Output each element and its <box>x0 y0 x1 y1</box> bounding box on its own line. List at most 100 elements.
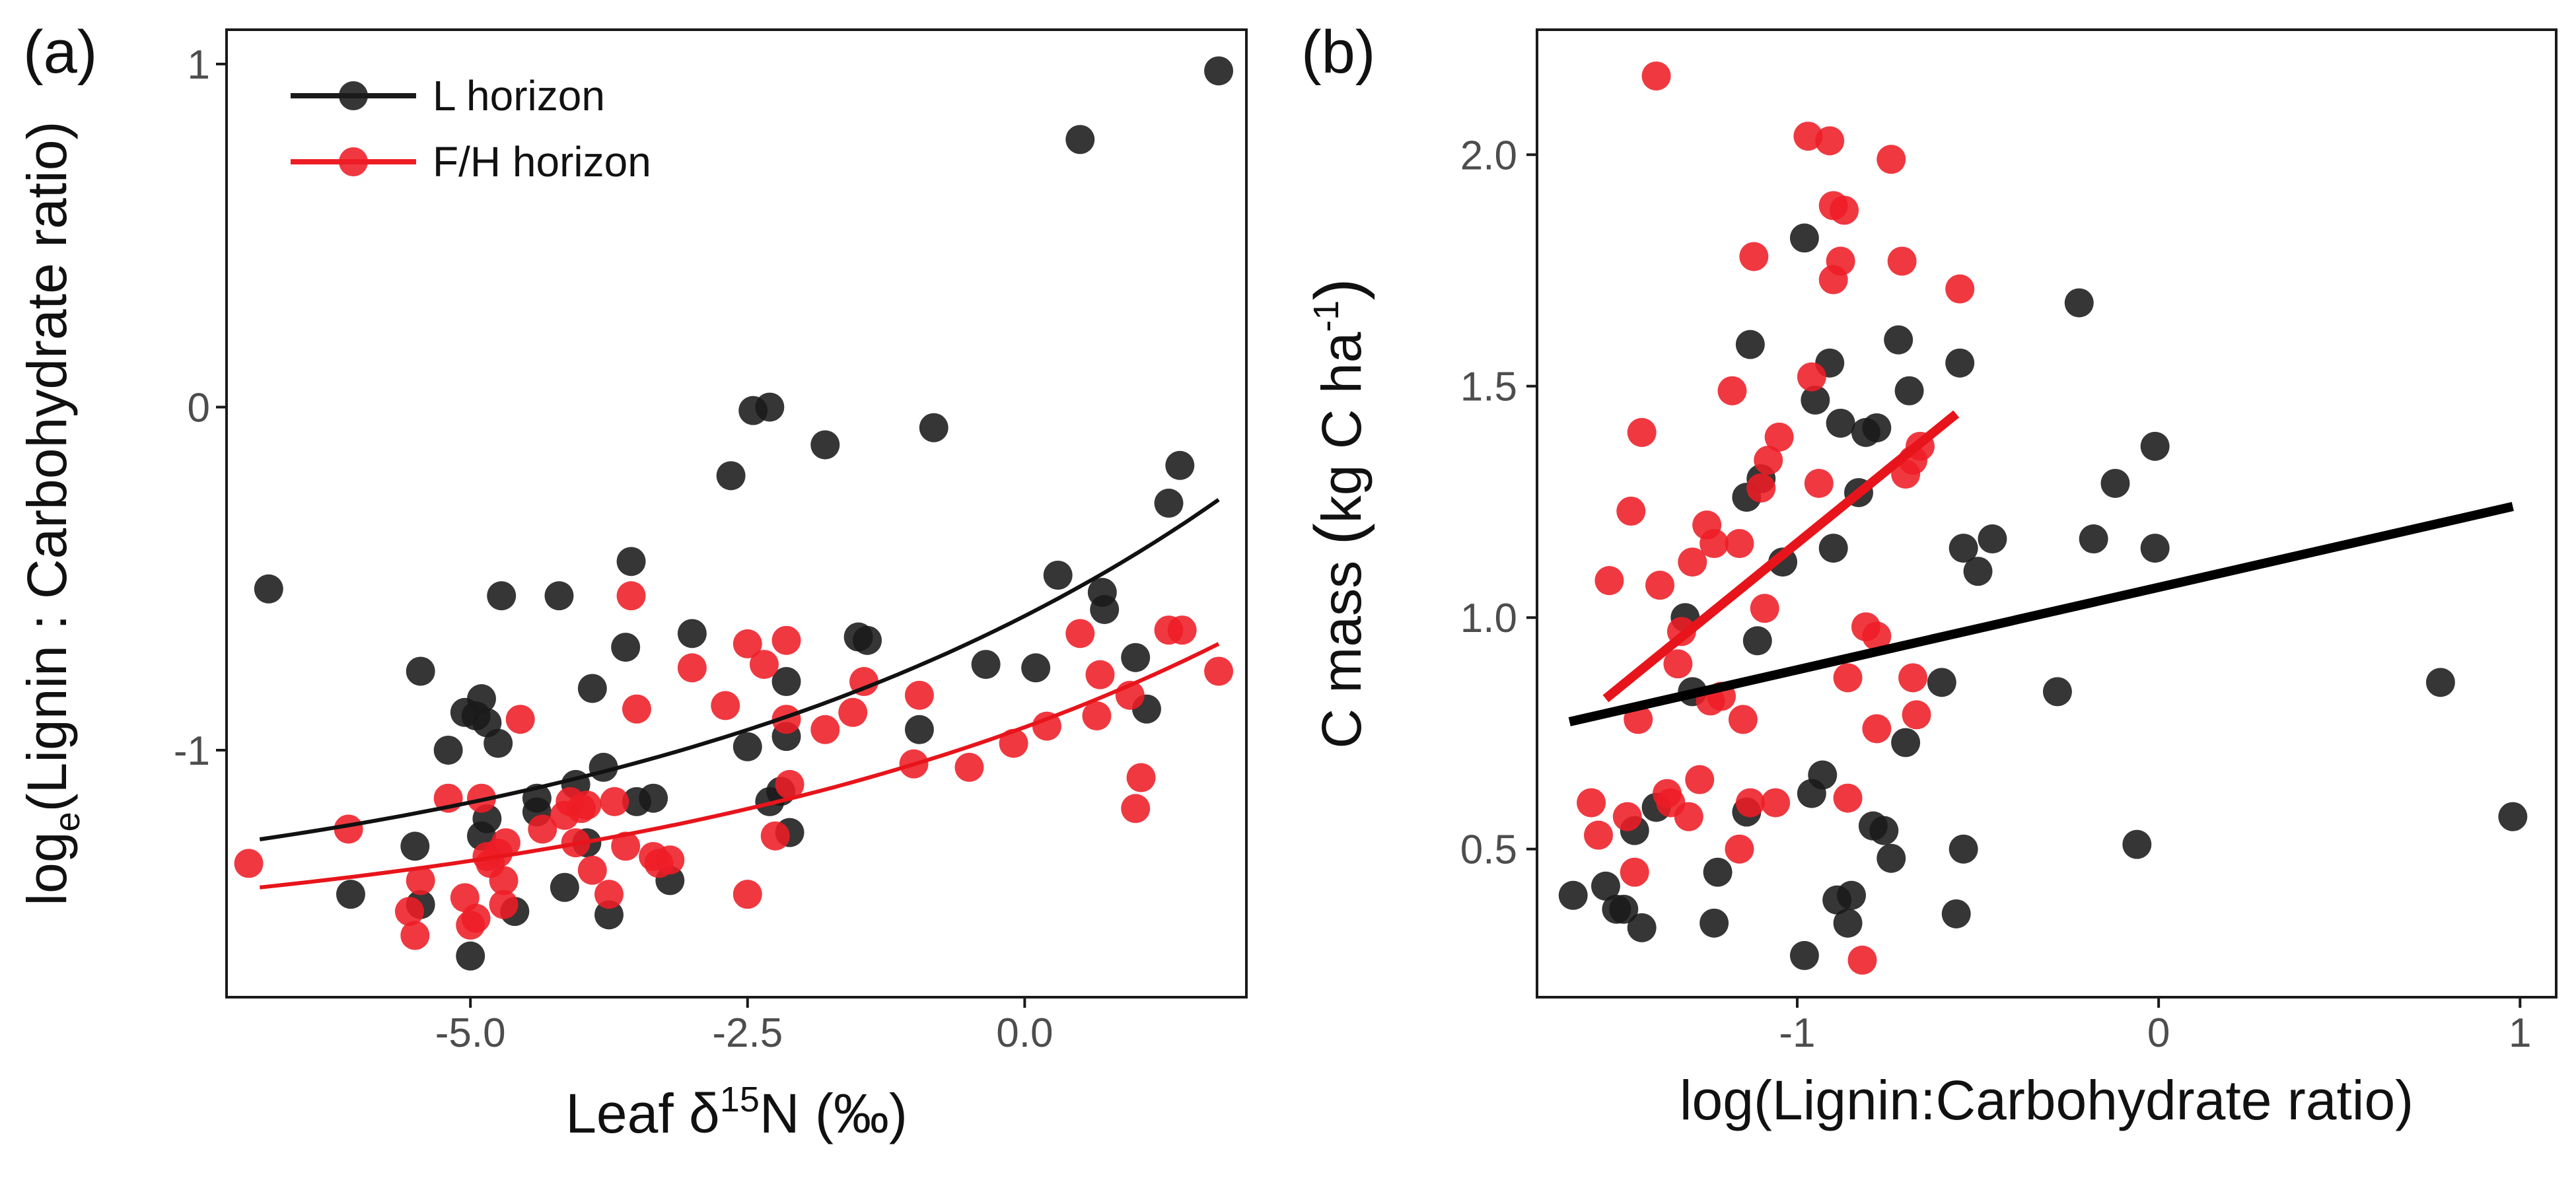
y-axis-label-main: log <box>16 831 78 905</box>
data-point <box>1204 656 1234 686</box>
data-point <box>2425 668 2455 697</box>
data-point <box>771 667 801 697</box>
data-point <box>577 674 607 703</box>
data-point <box>904 715 934 744</box>
series-l-horizon <box>1558 223 2528 970</box>
data-point <box>1862 714 1892 744</box>
data-point <box>1627 417 1657 447</box>
data-point <box>733 629 762 658</box>
x-tick-label: -5.0 <box>435 1010 506 1056</box>
data-point <box>1902 700 1931 730</box>
data-point <box>904 680 934 710</box>
y-tick-label: 1 <box>188 42 210 88</box>
legend: L horizon F/H horizon <box>291 72 651 186</box>
data-point <box>1750 594 1779 623</box>
data-point <box>1591 871 1620 901</box>
data-point <box>1685 765 1715 794</box>
panel-label: (a) <box>23 18 97 86</box>
data-point <box>1941 899 1971 929</box>
fit-line-l-horizon <box>259 498 1220 841</box>
data-point <box>1862 413 1892 442</box>
data-point <box>1797 362 1826 392</box>
data-point <box>1894 376 1924 405</box>
data-point <box>1085 660 1115 689</box>
data-point <box>1927 668 1956 697</box>
data-point <box>2042 677 2072 707</box>
data-point <box>505 705 535 734</box>
data-point <box>1746 473 1776 503</box>
data-point <box>1833 908 1863 938</box>
y-tick-label: 1.5 <box>1460 365 1517 410</box>
x-axis-label-superscript: 15 <box>720 1080 760 1119</box>
data-point <box>400 831 430 861</box>
data-point <box>577 855 607 885</box>
data-point <box>487 581 517 611</box>
data-point <box>1594 566 1624 596</box>
data-point <box>2100 468 2130 498</box>
data-point <box>1609 894 1639 924</box>
data-point <box>1804 468 1834 498</box>
data-point <box>2079 524 2108 554</box>
data-point <box>461 903 491 933</box>
data-point <box>1887 246 1917 276</box>
data-point <box>755 392 785 422</box>
data-point <box>1826 246 1855 276</box>
data-point <box>1616 496 1646 526</box>
panel-a: (a) -5.0 -2.5 0.0 -1 0 1 Leaf δ15N (‰) loge(Lign… <box>16 18 1248 1144</box>
data-point <box>1884 325 1914 355</box>
data-point <box>771 625 801 655</box>
y-axis-label: C mass (kg C ha-1) <box>1301 278 1375 748</box>
x-axis-label: Leaf δ15N (‰) <box>565 1080 908 1144</box>
data-point <box>1877 145 1906 174</box>
data-point <box>1818 534 1848 563</box>
legend-swatch-marker <box>339 81 368 110</box>
series-f-h-horizon <box>1577 61 1975 975</box>
y-axis-label-main: C mass <box>1310 545 1373 749</box>
series-f-h-horizon <box>234 581 1234 950</box>
y-tick-label: 0.5 <box>1460 827 1517 873</box>
data-point <box>1090 594 1120 624</box>
fit-line-l-horizon <box>1568 502 2514 726</box>
data-point <box>1862 621 1892 651</box>
y-tick-label: 0 <box>188 385 210 431</box>
y-tick-label: -1 <box>174 728 210 774</box>
fit-line-f-h-horizon <box>1602 410 1960 703</box>
data-point <box>611 831 641 861</box>
y-axis-label-rest: (Lignin : Carbohydrate ratio) <box>16 121 78 812</box>
data-point <box>406 656 435 686</box>
data-point <box>334 814 363 844</box>
data-point <box>254 574 283 604</box>
x-axis-label-rest: N (‰) <box>760 1082 908 1144</box>
data-point <box>2498 802 2528 831</box>
data-point <box>550 872 579 902</box>
data-point <box>1761 788 1791 818</box>
data-point <box>1830 195 1859 225</box>
data-point <box>572 790 602 820</box>
data-point <box>711 691 740 720</box>
data-point <box>1833 783 1863 813</box>
data-point <box>677 653 707 683</box>
data-point <box>1725 834 1754 864</box>
data-point <box>838 697 868 727</box>
data-point <box>1645 571 1675 600</box>
data-point <box>1815 126 1845 156</box>
x-axis-label: log(Lignin:Carbohydrate ratio) <box>1680 1069 2414 1131</box>
data-point <box>1877 843 1906 873</box>
y-axis-label: loge(Lignin : Carbohydrate ratio) <box>16 121 87 905</box>
series-l-horizon <box>254 56 1234 971</box>
data-point <box>1789 223 1819 253</box>
data-point <box>1032 711 1061 741</box>
data-point <box>810 430 840 460</box>
data-point <box>849 667 878 697</box>
data-point <box>1949 834 1978 864</box>
data-point <box>611 633 641 662</box>
data-point <box>853 625 882 655</box>
data-point <box>467 684 496 714</box>
data-point <box>1699 908 1729 938</box>
data-point <box>394 897 424 927</box>
data-point <box>1678 547 1707 577</box>
plot-frame <box>1536 28 2558 999</box>
data-point <box>1674 802 1703 831</box>
